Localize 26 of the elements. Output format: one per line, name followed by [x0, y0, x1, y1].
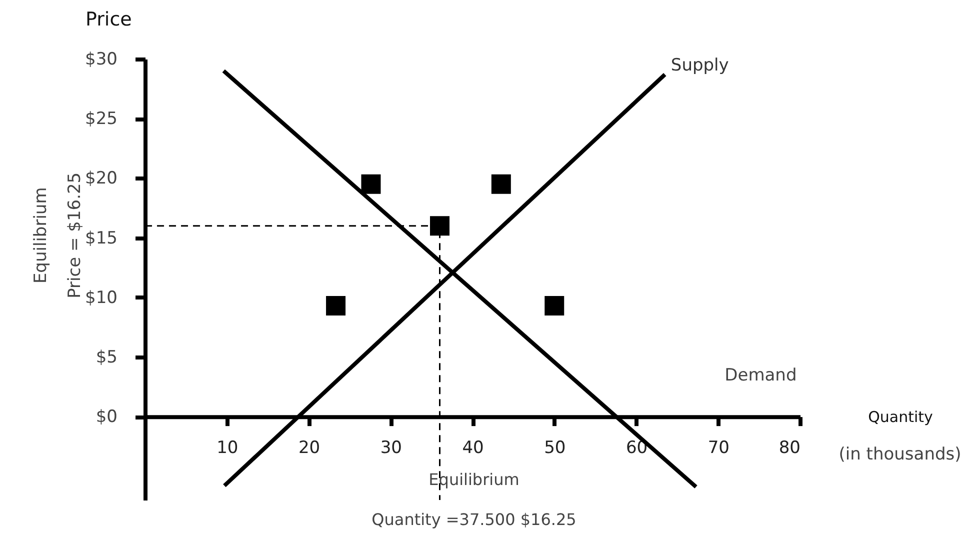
point [326, 296, 346, 316]
point [430, 216, 450, 236]
x-axis-title: Quantity [868, 408, 934, 426]
y-tick-label: $0 [96, 407, 118, 428]
y-tick-label: $20 [85, 168, 118, 189]
text: (in thousands) [838, 444, 962, 465]
annotation: Supply [670, 55, 729, 76]
x-tick-label: 10 [216, 438, 238, 458]
y-tick-label: $15 [85, 228, 118, 248]
text: Equilibrium Quantity =37.500 $16.25 [372, 470, 576, 529]
x-tick-label: 20 [298, 438, 320, 458]
x-tick-label: 50 [544, 438, 566, 458]
x-tick-label: 70 [708, 438, 730, 458]
point [544, 296, 564, 316]
annotation: Demand [724, 366, 797, 386]
point [361, 174, 381, 194]
y-tick-label: $10 [85, 288, 118, 308]
point [491, 174, 511, 194]
y-axis-title: Price [86, 8, 132, 30]
y-tick-label: $25 [85, 109, 118, 130]
text: Equilibrium Price = $16.25 [31, 172, 85, 298]
y-tick-label: $30 [85, 50, 118, 70]
x-tick-label: 30 [380, 438, 402, 458]
x-tick-label: 40 [462, 438, 484, 458]
x-tick-label: 80 [778, 438, 800, 458]
y-tick-label: $5 [96, 347, 118, 368]
